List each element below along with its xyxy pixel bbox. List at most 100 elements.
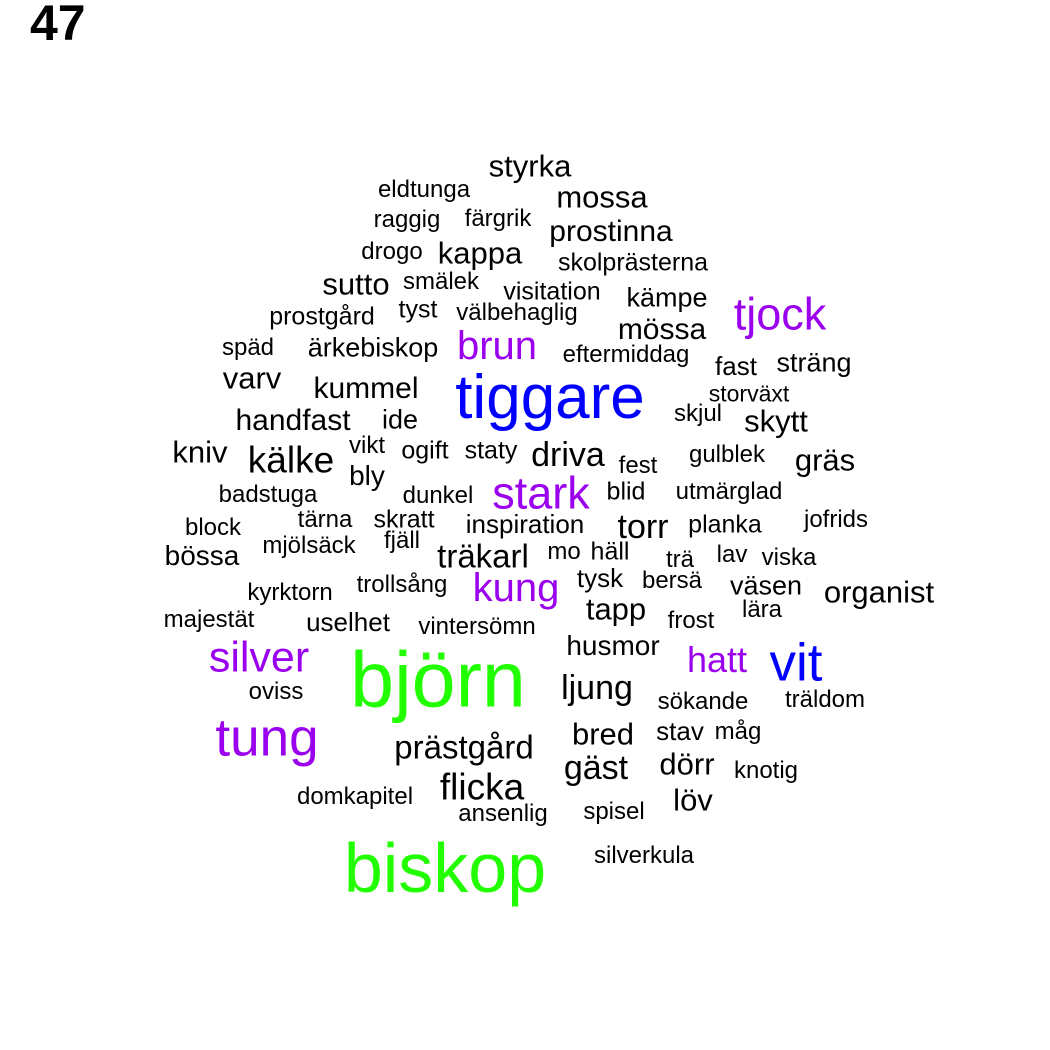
- word-tung: tung: [215, 708, 319, 768]
- word-viska: viska: [761, 544, 817, 571]
- word-tiggare: tiggare: [455, 363, 645, 432]
- word-kyrktorn: kyrktorn: [247, 579, 333, 606]
- word-fest: fest: [618, 452, 658, 479]
- word-mjolsack: mjölsäck: [262, 532, 356, 559]
- word-drogo: drogo: [361, 238, 423, 265]
- word-ide: ide: [381, 404, 419, 435]
- word-inspiration: inspiration: [465, 509, 585, 539]
- word-torr: torr: [617, 508, 669, 546]
- word-silverkula: silverkula: [593, 842, 695, 869]
- word-spisel: spisel: [583, 798, 645, 825]
- word-tyst: tyst: [398, 295, 438, 324]
- word-vit: vit: [769, 633, 823, 693]
- word-silver: silver: [208, 633, 310, 682]
- word-hatt: hatt: [686, 639, 748, 680]
- word-utmarglad: utmärglad: [675, 478, 783, 505]
- word-kniv: kniv: [172, 434, 228, 470]
- word-organist: organist: [823, 574, 935, 610]
- word-prastgard: prästgård: [394, 728, 534, 766]
- word-gast: gäst: [563, 749, 629, 787]
- word-eftermiddag: eftermiddag: [562, 341, 690, 368]
- word-staty: staty: [464, 436, 518, 465]
- word-mo: mo: [547, 538, 581, 565]
- word-mag: måg: [714, 718, 762, 745]
- word-strang: sträng: [776, 347, 852, 378]
- word-skratt: skratt: [373, 505, 435, 534]
- word-flicka: flicka: [439, 766, 525, 808]
- word-domkapitel: domkapitel: [296, 783, 414, 810]
- word-ogift: ogift: [401, 436, 449, 465]
- word-varv: varv: [222, 360, 282, 396]
- word-raggig: raggig: [373, 206, 441, 233]
- word-knotig: knotig: [733, 757, 799, 784]
- word-stav: stav: [656, 716, 704, 746]
- word-driva: driva: [531, 436, 605, 474]
- word-kappa: kappa: [437, 235, 523, 271]
- panel-number-label: 47: [30, 0, 86, 51]
- word-lov: löv: [673, 782, 713, 818]
- word-dunkel: dunkel: [402, 482, 474, 509]
- word-planka: planka: [688, 510, 762, 539]
- word-handfast: handfast: [235, 404, 351, 437]
- word-lav: lav: [716, 541, 748, 568]
- word-uselhet: uselhet: [306, 607, 390, 637]
- word-kung: kung: [472, 566, 560, 610]
- word-tjock: tjock: [733, 288, 827, 340]
- word-kummel: kummel: [313, 372, 419, 405]
- word-spad: späd: [221, 334, 275, 361]
- word-majestat: majestät: [163, 606, 255, 633]
- word-gras: gräs: [794, 442, 856, 478]
- word-trollsang: trollsång: [356, 571, 448, 598]
- word-jofrids: jofrids: [803, 506, 869, 533]
- word-styrka: styrka: [488, 148, 572, 184]
- word-vintersomn: vintersömn: [418, 613, 536, 640]
- word-skytt: skytt: [744, 403, 808, 439]
- word-tarna: tärna: [297, 506, 353, 533]
- word-tapp: tapp: [585, 591, 647, 627]
- word-blid: blid: [606, 477, 646, 506]
- word-lara: lära: [741, 596, 783, 623]
- word-prostinna: prostinna: [549, 215, 673, 248]
- word-kampe: kämpe: [626, 282, 708, 313]
- word-sutto: sutto: [322, 266, 390, 302]
- word-tra: trä: [665, 546, 695, 573]
- word-sokande: sökande: [657, 688, 749, 715]
- word-oviss: oviss: [248, 678, 304, 705]
- word-traldom: träldom: [784, 686, 866, 713]
- word-kalke: kälke: [247, 439, 335, 481]
- word-bjorn: björn: [350, 634, 526, 724]
- word-visitation: visitation: [503, 277, 601, 306]
- word-biskop: biskop: [343, 829, 547, 907]
- word-badstuga: badstuga: [218, 481, 318, 508]
- word-fargrik: färgrik: [464, 205, 532, 232]
- word-bossa: bössa: [164, 540, 240, 571]
- word-mossa: mossa: [556, 179, 648, 215]
- word-husmor: husmor: [566, 630, 660, 661]
- word-tysk: tysk: [576, 563, 624, 593]
- word-vasen: väsen: [729, 570, 803, 601]
- word-prostgard: prostgård: [269, 302, 375, 331]
- word-block: block: [184, 514, 242, 541]
- word-frost: frost: [667, 607, 715, 634]
- word-fjall: fjäll: [383, 527, 421, 554]
- word-arkebiskop: ärkebiskop: [307, 332, 439, 363]
- word-ljung: ljung: [561, 669, 633, 707]
- word-storvaxt: storväxt: [708, 380, 790, 407]
- word-vikt: vikt: [349, 432, 385, 459]
- word-brun: brun: [456, 324, 538, 368]
- word-bly: bly: [349, 460, 385, 491]
- word-skolprasterna: skolprästerna: [557, 248, 709, 277]
- word-fast: fast: [715, 351, 757, 381]
- word-trakarl: träkarl: [437, 537, 529, 575]
- word-bred: bred: [571, 716, 635, 752]
- word-skjul: skjul: [673, 400, 723, 427]
- word-ansenlig: ansenlig: [458, 800, 548, 827]
- word-hall: häll: [590, 537, 630, 566]
- word-eldtunga: eldtunga: [377, 176, 471, 203]
- word-smalek: smälek: [402, 268, 480, 295]
- word-dorr: dörr: [659, 746, 715, 782]
- word-stark: stark: [492, 467, 590, 519]
- word-valbehaglig: välbehaglig: [456, 299, 578, 326]
- word-mossa: mössa: [617, 313, 707, 346]
